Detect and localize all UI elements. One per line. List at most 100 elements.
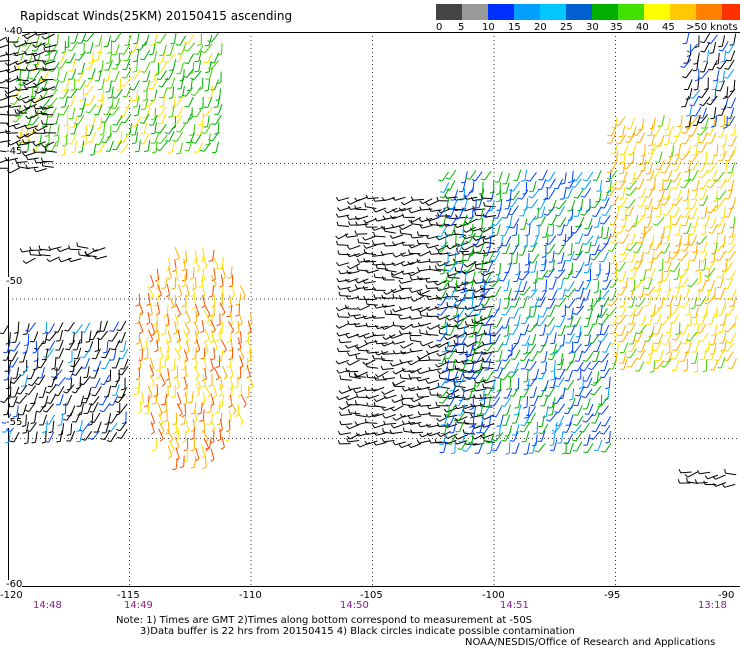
wind-barb: [631, 296, 636, 308]
wind-barb: [338, 233, 349, 240]
wind-barb: [701, 168, 710, 179]
wind-barb: [210, 418, 216, 430]
lon-label: -90: [718, 590, 735, 601]
wind-barb: [392, 214, 404, 220]
wind-barb: [338, 323, 349, 329]
wind-barb: [13, 374, 22, 384]
wind-barb: [686, 286, 691, 298]
wind-barb: [622, 252, 629, 263]
wind-barb-flag: [511, 358, 516, 360]
wind-barb-flag: [519, 395, 525, 398]
wind-barb-flag: [448, 306, 453, 309]
wind-barb: [648, 277, 653, 289]
wind-barb: [16, 405, 19, 417]
wind-barb: [439, 351, 450, 357]
wind-barb: [710, 95, 718, 106]
wind-barb-flag: [364, 223, 367, 228]
wind-barb: [24, 152, 36, 157]
wind-barb: [402, 414, 414, 418]
time-label: 14:48: [33, 600, 62, 611]
wind-barb: [710, 204, 719, 214]
wind-barb-flag: [528, 359, 533, 362]
wind-barb-flag: [375, 373, 379, 378]
wind-barb-flag: [482, 238, 485, 243]
wind-barb-flag: [598, 403, 603, 406]
wind-barb-flag: [540, 361, 545, 363]
wind-barb-flag: [665, 290, 670, 293]
wind-barb-flag: [148, 87, 153, 90]
wind-barb-flag: [34, 383, 40, 386]
wind-barb: [730, 332, 737, 343]
wind-barb-flag: [715, 197, 720, 200]
wind-barb: [31, 116, 40, 126]
wind-barb: [730, 107, 735, 119]
wind-barb: [594, 234, 599, 246]
wind-barb-flag: [508, 205, 513, 208]
wind-barb: [194, 409, 198, 421]
wind-barb: [648, 198, 653, 209]
wind-barb: [92, 115, 97, 126]
wind-barb: [70, 95, 76, 106]
wind-barb: [167, 445, 173, 457]
wind-barb: [401, 224, 413, 230]
wind-barb-flag: [142, 99, 148, 102]
wind-barb: [203, 392, 206, 404]
wind-barb-flag: [149, 339, 154, 343]
wind-barb-flag: [203, 126, 208, 128]
wind-barb-flag: [446, 391, 450, 396]
wind-barb: [230, 376, 234, 388]
wind-barb-flag: [710, 260, 715, 263]
wind-barb: [478, 304, 484, 316]
wind-barb: [427, 333, 439, 336]
wind-barb-flag: [555, 304, 560, 307]
wind-barb: [622, 233, 629, 244]
wind-barb: [451, 225, 456, 236]
wind-barb-flag: [459, 353, 464, 355]
wind-barb: [111, 413, 119, 424]
wind-barb: [197, 142, 204, 153]
wind-barb: [58, 347, 65, 359]
wind-barb-flag: [213, 106, 218, 108]
wind-barb-flag: [43, 47, 46, 52]
wind-barb-flag: [116, 329, 121, 332]
wind-barb: [16, 161, 28, 163]
wind-barb: [201, 319, 205, 331]
wind-barb: [626, 159, 634, 170]
wind-barb-flag: [335, 325, 340, 329]
legend-swatch: [540, 4, 566, 20]
wind-barb: [656, 360, 665, 370]
wind-barb-flag: [32, 129, 35, 134]
wind-barb: [192, 61, 195, 73]
wind-barb: [461, 334, 468, 345]
wind-barb: [728, 188, 734, 199]
wind-barb: [477, 323, 483, 334]
wind-barb: [373, 334, 386, 337]
wind-barb-flag: [87, 423, 93, 426]
wind-barb: [478, 442, 484, 454]
wind-barb-flag: [712, 200, 718, 203]
wind-barb: [70, 258, 82, 263]
wind-barb: [449, 395, 456, 406]
wind-barb-flag: [575, 394, 580, 397]
wind-barb: [393, 423, 405, 429]
wind-barb-flag: [336, 240, 338, 245]
wind-barb: [620, 285, 628, 296]
wind-barb-flag: [132, 70, 137, 73]
wind-barb: [623, 358, 628, 370]
lat-label: -50: [6, 276, 23, 287]
wind-barb-flag: [155, 41, 161, 44]
wind-barb-flag: [140, 58, 145, 61]
wind-barb-flag: [13, 125, 17, 130]
wind-barb-flag: [633, 177, 638, 180]
wind-barb: [126, 86, 132, 97]
wind-barb-flag: [624, 206, 629, 209]
wind-barb: [104, 429, 111, 440]
wind-region-southeast-small: [677, 469, 737, 488]
wind-barb: [212, 249, 215, 261]
wind-barb-flag: [235, 303, 240, 306]
wind-barb: [644, 225, 653, 236]
wind-barb: [179, 35, 187, 46]
wind-barb: [632, 172, 636, 184]
wind-barb: [17, 321, 20, 333]
wind-barb-flag: [41, 120, 44, 125]
